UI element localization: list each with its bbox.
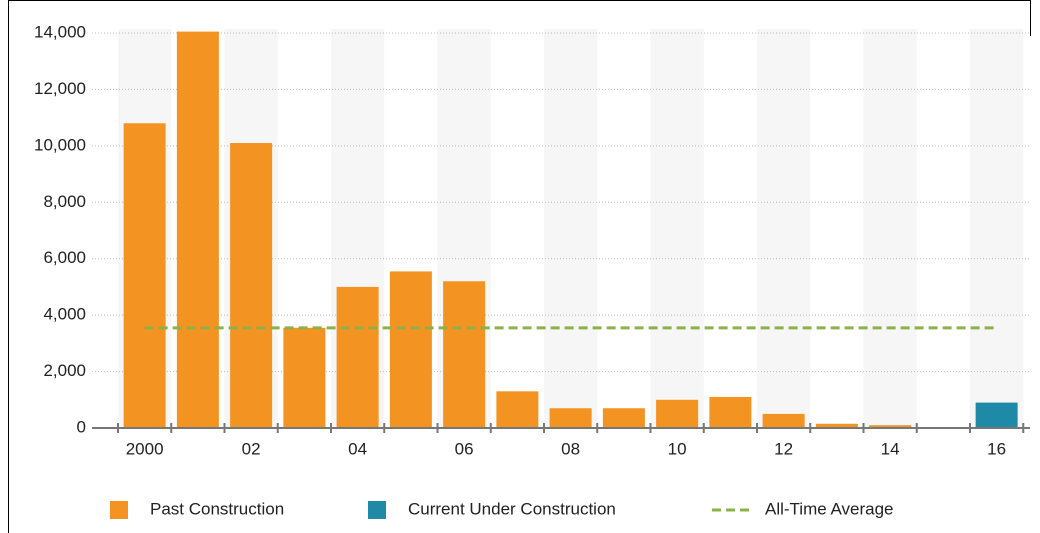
y-tick-label: 4,000 — [43, 305, 86, 324]
x-tick-label: 08 — [561, 439, 580, 458]
x-tick-label: 16 — [987, 439, 1006, 458]
y-tick-label: 8,000 — [43, 192, 86, 211]
y-tick-label: 6,000 — [43, 248, 86, 267]
x-tick-label: 2000 — [126, 439, 164, 458]
bar — [283, 327, 326, 428]
frame — [8, 0, 1031, 533]
x-tick-label: 12 — [774, 439, 793, 458]
band — [757, 29, 811, 428]
bar — [336, 286, 379, 428]
x-tick-label: 04 — [348, 439, 367, 458]
bar — [815, 423, 858, 428]
bar — [389, 271, 432, 428]
legend-label: All-Time Average — [765, 499, 894, 518]
legend-label: Past Construction — [150, 499, 284, 518]
bar — [230, 143, 273, 429]
bar — [709, 396, 752, 428]
x-tick-label: 10 — [668, 439, 687, 458]
y-tick-label: 10,000 — [34, 135, 86, 154]
bar — [762, 413, 805, 428]
bar — [869, 425, 912, 428]
x-tick-label: 06 — [455, 439, 474, 458]
y-tick-label: 14,000 — [34, 22, 86, 41]
bar — [975, 402, 1018, 428]
x-tick-label: 14 — [881, 439, 900, 458]
legend-label: Current Under Construction — [408, 499, 616, 518]
band — [970, 29, 1024, 428]
bar — [549, 408, 592, 428]
bar — [656, 399, 699, 428]
band — [650, 29, 704, 428]
band — [544, 29, 598, 428]
bar — [176, 31, 219, 428]
x-tick-label: 02 — [242, 439, 261, 458]
bar — [123, 123, 166, 429]
bar — [496, 391, 539, 428]
legend-swatch — [368, 501, 386, 519]
bar — [443, 281, 486, 428]
band — [863, 29, 917, 428]
legend-swatch — [110, 501, 128, 519]
y-tick-label: 2,000 — [43, 361, 86, 380]
y-tick-label: 12,000 — [34, 79, 86, 98]
y-tick-label: 0 — [77, 417, 86, 436]
bar — [602, 408, 645, 428]
